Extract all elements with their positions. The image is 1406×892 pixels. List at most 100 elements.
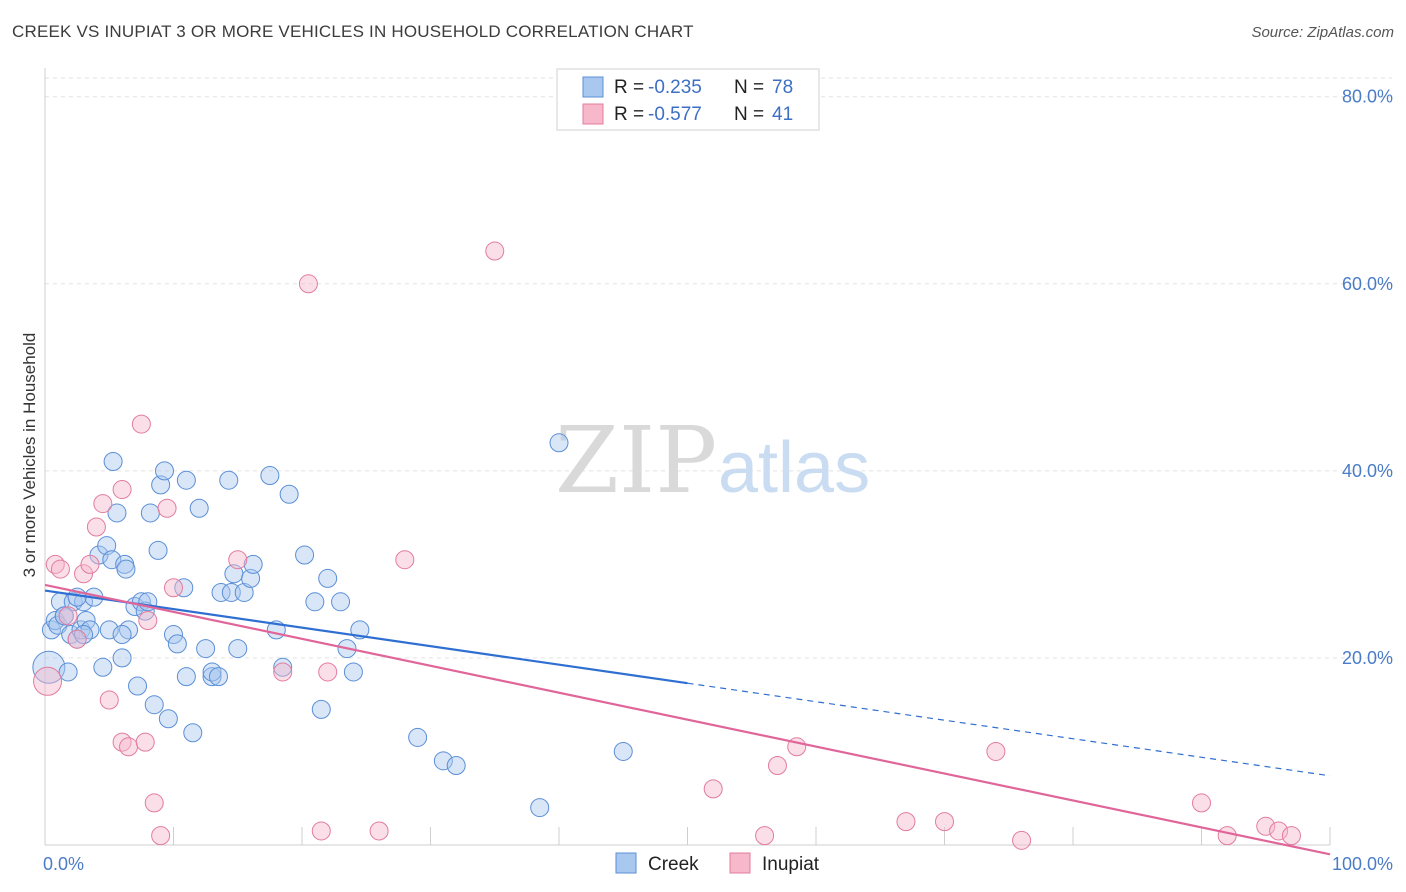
creek-point bbox=[116, 559, 136, 579]
creek-point bbox=[144, 695, 164, 715]
legend-r-value: -0.577 bbox=[648, 104, 702, 125]
inupiat-point bbox=[1217, 826, 1237, 846]
inupiat-point bbox=[703, 779, 723, 799]
inupiat-point bbox=[157, 498, 177, 518]
creek-point bbox=[112, 625, 132, 645]
creek-point bbox=[140, 503, 160, 523]
creek-point bbox=[219, 470, 239, 490]
inupiat-point bbox=[767, 755, 787, 775]
creek-point bbox=[331, 592, 351, 612]
inupiat-point bbox=[755, 826, 775, 846]
creek-point bbox=[164, 625, 183, 645]
x-tick-labels: 0.0% 100.0% bbox=[43, 854, 1393, 874]
creek-point bbox=[408, 727, 428, 747]
creek-point bbox=[93, 657, 113, 677]
creek-point bbox=[174, 578, 194, 598]
y-tick-label: 80.0% bbox=[1342, 87, 1393, 107]
inupiat-point bbox=[112, 480, 132, 500]
creek-point bbox=[279, 484, 299, 504]
legend-box: R = -0.235 N = 78 R = -0.577 N = 41 bbox=[556, 68, 820, 131]
creek-point bbox=[148, 540, 168, 560]
y-tick-labels: 20.0% 40.0% 60.0% 80.0% bbox=[1342, 87, 1393, 668]
creek-point bbox=[167, 634, 187, 654]
y-tick-label: 60.0% bbox=[1342, 274, 1393, 294]
legend-r-label: R = bbox=[614, 104, 644, 125]
inupiat-point bbox=[298, 274, 318, 294]
creek-point bbox=[107, 503, 127, 523]
creek-point bbox=[103, 452, 123, 471]
legend-n-label: N = bbox=[734, 77, 764, 98]
creek-point bbox=[208, 667, 228, 687]
creek-point bbox=[176, 667, 196, 687]
creek-point bbox=[151, 475, 171, 495]
inupiat-point bbox=[1269, 821, 1289, 841]
inupiat-point bbox=[986, 741, 1006, 761]
inupiat-point bbox=[151, 826, 171, 846]
inupiat-point bbox=[1281, 826, 1301, 846]
creek-point bbox=[318, 568, 338, 588]
bottom-legend: Creek Inupiat bbox=[615, 852, 820, 875]
creek-point bbox=[305, 592, 325, 612]
creek-point bbox=[102, 550, 122, 570]
creek-point bbox=[183, 723, 203, 743]
legend-swatch-inupiat bbox=[582, 103, 604, 125]
inupiat-point bbox=[485, 241, 505, 261]
legend-n-value: 41 bbox=[772, 104, 793, 125]
legend-n-value: 78 bbox=[772, 77, 793, 98]
inupiat-point bbox=[1256, 816, 1276, 836]
creek-point bbox=[128, 676, 148, 696]
creek-point bbox=[76, 611, 96, 631]
inupiat-point bbox=[138, 611, 158, 631]
creek-point bbox=[446, 755, 466, 775]
creek-point bbox=[99, 620, 119, 640]
creek-trend-line bbox=[44, 589, 688, 685]
creek-point bbox=[273, 657, 293, 677]
creek-point bbox=[155, 461, 175, 481]
inupiat-point bbox=[80, 554, 100, 574]
creek-point bbox=[241, 568, 261, 588]
chart-title: CREEK VS INUPIAT 3 OR MORE VEHICLES IN H… bbox=[12, 22, 694, 41]
creek-point bbox=[530, 798, 550, 818]
y-tick-label: 40.0% bbox=[1342, 461, 1393, 481]
inupiat-point bbox=[228, 550, 248, 570]
axes bbox=[44, 68, 1331, 846]
inupiat-point bbox=[273, 662, 293, 682]
creek-point bbox=[613, 741, 633, 761]
bottom-legend-swatch-creek bbox=[615, 852, 637, 874]
bottom-legend-swatch-inupiat bbox=[729, 852, 751, 874]
inupiat-point bbox=[119, 737, 139, 757]
legend-r-value: -0.235 bbox=[648, 77, 702, 98]
inupiat-point bbox=[318, 662, 338, 682]
inupiat-point bbox=[935, 812, 954, 832]
inupiat-point bbox=[131, 414, 151, 434]
creek-point bbox=[343, 662, 363, 682]
creek-point bbox=[243, 554, 263, 574]
creek-point bbox=[260, 466, 280, 486]
trend-lines bbox=[44, 583, 1331, 856]
creek-point bbox=[433, 751, 453, 771]
bottom-legend-inupiat: Inupiat bbox=[762, 854, 820, 875]
x-tick-label: 100.0% bbox=[1332, 854, 1393, 874]
inupiat-point bbox=[86, 517, 106, 537]
inupiat-point bbox=[58, 606, 78, 626]
data-points bbox=[32, 241, 1301, 850]
watermark-zip: ZIP bbox=[555, 407, 717, 514]
inupiat-point bbox=[67, 629, 87, 649]
creek-point bbox=[112, 648, 132, 668]
inupiat-point bbox=[395, 550, 415, 570]
creek-point bbox=[158, 709, 178, 729]
watermark-atlas: atlas bbox=[718, 428, 870, 508]
legend-swatch-creek bbox=[582, 76, 604, 98]
inupiat-point bbox=[33, 666, 63, 696]
creek-trend-extension bbox=[687, 682, 1331, 777]
y-axis-label: 3 or more Vehicles in Household bbox=[20, 333, 39, 578]
inupiat-point bbox=[93, 494, 113, 514]
inupiat-point bbox=[135, 732, 155, 752]
creek-point bbox=[202, 667, 222, 687]
x-tick-label: 0.0% bbox=[43, 854, 84, 874]
y-tick-label: 20.0% bbox=[1342, 648, 1393, 668]
inupiat-point bbox=[99, 690, 119, 710]
creek-point bbox=[189, 498, 209, 518]
inupiat-point bbox=[311, 821, 331, 841]
inupiat-point bbox=[1192, 793, 1211, 813]
